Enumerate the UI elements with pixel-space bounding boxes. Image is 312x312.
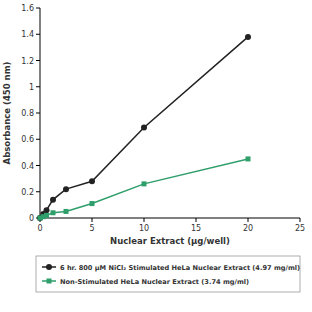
x-axis <box>40 218 300 219</box>
x-tick-label: 20 <box>243 224 253 233</box>
x-tick <box>248 218 249 222</box>
x-axis-label: Nuclear Extract (µg/well) <box>110 236 230 246</box>
x-tick-label: 15 <box>191 224 201 233</box>
x-tick-label: 25 <box>295 224 305 233</box>
plot-area <box>37 34 251 221</box>
data-point <box>63 186 69 192</box>
data-point <box>142 181 147 186</box>
y-tick <box>36 86 40 87</box>
chart: 0 5 10 15 20 25 0 0.2 0.4 0.6 0.8 1 1.2 1.4 1.6 Nuclear… <box>0 0 312 312</box>
data-point <box>89 178 95 184</box>
legend: 6 hr. 800 µM NiCl₂ Stimulated HeLa Nucle… <box>36 256 300 292</box>
y-tick <box>36 139 40 140</box>
y-tick <box>36 60 40 61</box>
y-tick-label: 0.4 <box>21 162 34 171</box>
x-tick-label: 10 <box>139 224 149 233</box>
data-point <box>64 209 69 214</box>
legend-label: Non-Stimulated HeLa Nuclear Extract (3.7… <box>60 278 249 286</box>
y-tick-label: 1.6 <box>21 4 34 13</box>
data-point <box>50 197 56 203</box>
x-tick <box>144 218 145 222</box>
series-line <box>40 37 248 218</box>
legend-marker <box>46 264 52 270</box>
x-tick-label: 0 <box>37 224 42 233</box>
y-tick <box>36 8 40 9</box>
x-tick-label: 5 <box>89 224 94 233</box>
x-tick <box>300 218 301 222</box>
x-tick <box>196 218 197 222</box>
legend-marker <box>47 279 52 284</box>
y-tick-label: 0.6 <box>21 135 34 144</box>
y-tick <box>36 165 40 166</box>
y-tick <box>36 191 40 192</box>
y-axis-label: Absorbance (450 nm) <box>2 62 12 165</box>
data-point <box>246 156 251 161</box>
legend-box <box>36 256 300 292</box>
legend-label: 6 hr. 800 µM NiCl₂ Stimulated HeLa Nucle… <box>60 264 300 272</box>
y-tick-label: 0 <box>29 214 34 223</box>
y-tick <box>36 113 40 114</box>
data-point <box>44 213 49 218</box>
y-tick-label: 0.8 <box>21 109 34 118</box>
data-point <box>141 124 147 130</box>
data-point <box>245 34 251 40</box>
y-tick-label: 1 <box>29 83 34 92</box>
data-point <box>90 201 95 206</box>
data-point <box>51 210 56 215</box>
data-point <box>44 207 50 213</box>
x-tick <box>92 218 93 222</box>
series-line <box>40 159 248 218</box>
y-tick-label: 1.2 <box>21 57 34 66</box>
y-tick-label: 1.4 <box>21 30 34 39</box>
y-tick <box>36 34 40 35</box>
y-tick-label: 0.2 <box>21 188 34 197</box>
